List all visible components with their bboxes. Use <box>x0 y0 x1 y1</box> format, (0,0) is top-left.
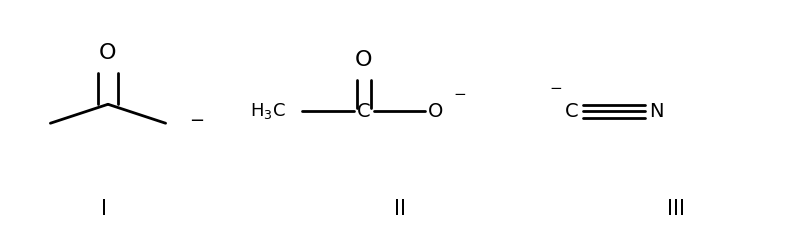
Text: H$_3$C: H$_3$C <box>250 101 286 121</box>
Text: O: O <box>355 50 373 70</box>
Text: −: − <box>190 112 205 130</box>
Text: −: − <box>550 81 562 96</box>
Text: C: C <box>565 102 579 121</box>
Text: III: III <box>667 199 685 219</box>
Text: N: N <box>649 102 663 121</box>
Text: O: O <box>428 102 444 121</box>
Text: −: − <box>454 87 466 102</box>
Text: C: C <box>357 102 371 121</box>
Text: I: I <box>101 199 107 219</box>
Text: II: II <box>394 199 406 219</box>
Text: O: O <box>99 43 117 63</box>
